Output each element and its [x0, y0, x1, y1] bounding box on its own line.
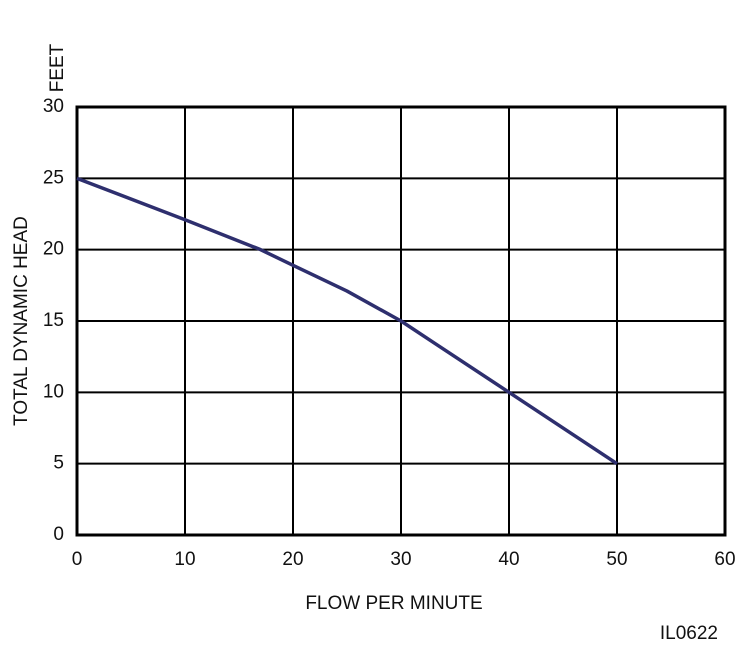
x-tick-label: 20 [282, 549, 303, 570]
x-tick-label: 30 [390, 549, 411, 570]
y-axis-label: TOTAL DYNAMIC HEAD [11, 216, 32, 426]
y-tick-label: 25 [43, 167, 64, 188]
y-tick-label: 0 [53, 524, 64, 545]
x-tick-label: 40 [498, 549, 519, 570]
y-tick-label: 10 [43, 381, 64, 402]
y-tick-label: 5 [53, 453, 64, 474]
x-tick-label: 10 [174, 549, 195, 570]
y-tick-label: 30 [43, 96, 64, 117]
x-tick-label: 0 [72, 549, 83, 570]
x-tick-label: 50 [606, 549, 627, 570]
plot-frame [75, 105, 727, 537]
y-tick-label: 20 [43, 239, 64, 260]
data-line [76, 176, 618, 466]
y-tick-label: 15 [43, 310, 64, 331]
annotation: IL0622 [660, 623, 718, 644]
x-tick-label: 60 [714, 549, 735, 570]
y-unit: FEET [47, 43, 68, 92]
x-axis-label: FLOW PER MINUTE [305, 593, 482, 614]
